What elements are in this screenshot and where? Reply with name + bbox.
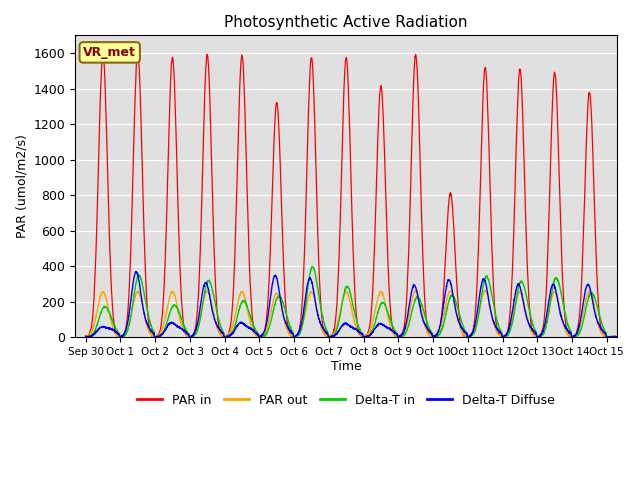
PAR in — [553, 100, 561, 106]
PAR out — [637, 334, 640, 340]
PAR out — [435, 328, 443, 334]
Y-axis label: PAR (umol/m2/s): PAR (umol/m2/s) — [15, 134, 28, 238]
Delta-T Diffuse — [637, 334, 640, 340]
PAR in — [134, 49, 141, 55]
Delta-T Diffuse — [484, 293, 492, 299]
PAR out — [520, 297, 527, 302]
PAR in — [82, 333, 90, 339]
PAR out — [553, 292, 561, 298]
PAR in — [632, 334, 639, 340]
Delta-T in — [196, 320, 204, 326]
Delta-T in — [435, 332, 443, 337]
PAR out — [204, 288, 211, 293]
PAR in — [83, 334, 90, 340]
PAR out — [632, 334, 639, 340]
PAR out — [484, 293, 492, 299]
Title: Photosynthetic Active Radiation: Photosynthetic Active Radiation — [225, 15, 468, 30]
Delta-T Diffuse — [132, 269, 140, 275]
PAR in — [435, 327, 443, 333]
Delta-T Diffuse — [632, 334, 639, 340]
PAR out — [196, 317, 204, 323]
PAR in — [484, 115, 492, 120]
X-axis label: Time: Time — [331, 360, 362, 372]
PAR out — [82, 334, 90, 340]
Delta-T in — [520, 282, 527, 288]
Line: Delta-T Diffuse: Delta-T Diffuse — [86, 272, 640, 337]
Legend: PAR in, PAR out, Delta-T in, Delta-T Diffuse: PAR in, PAR out, Delta-T in, Delta-T Dif… — [132, 389, 560, 412]
Delta-T Diffuse — [196, 307, 204, 313]
Delta-T Diffuse — [520, 300, 527, 306]
PAR in — [637, 334, 640, 340]
Delta-T in — [484, 276, 492, 281]
Text: VR_met: VR_met — [83, 46, 136, 59]
Delta-T Diffuse — [553, 294, 561, 300]
Delta-T in — [308, 264, 316, 269]
Delta-T in — [632, 333, 639, 339]
Line: PAR in: PAR in — [86, 52, 640, 337]
Delta-T in — [637, 334, 640, 340]
PAR in — [520, 140, 527, 145]
Line: PAR out: PAR out — [86, 290, 640, 337]
Delta-T in — [82, 334, 90, 340]
Delta-T Diffuse — [82, 334, 90, 340]
Delta-T Diffuse — [435, 326, 443, 332]
Line: Delta-T in: Delta-T in — [86, 266, 640, 337]
PAR in — [196, 262, 204, 268]
Delta-T in — [553, 275, 561, 281]
Delta-T Diffuse — [83, 334, 90, 340]
